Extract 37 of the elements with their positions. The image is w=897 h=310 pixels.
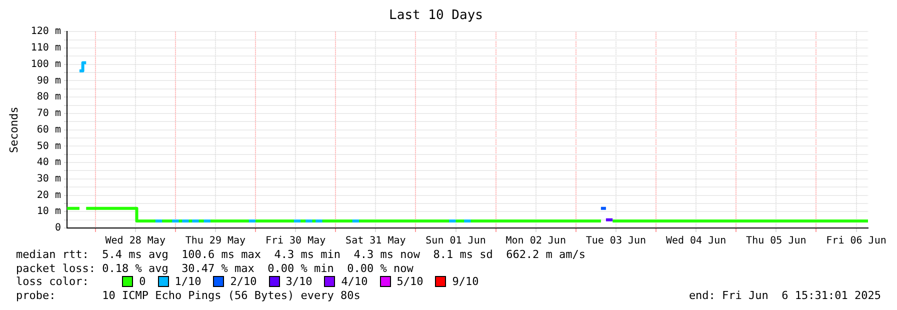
- y-axis-title: Seconds: [7, 106, 20, 153]
- x-tick-label: Fri 06 Jun: [826, 236, 886, 247]
- text: median rtt: 5.4 ms avg 100.6 ms max 4.3 ms min 4.3 ms now 8.1 ms sd 662.2 m am/s: [16, 248, 586, 262]
- y-tick-label: 40 m: [36, 157, 61, 168]
- text: packet loss: 0.18 % avg 30.47 % max 0.00 % min 0.00 % now: [16, 262, 414, 276]
- text: end: Fri Jun 6 15:31:01 2025: [688, 289, 881, 302]
- y-tick-label: 20 m: [36, 190, 61, 201]
- legend-label: 1/10: [174, 275, 202, 288]
- legend-title: loss color:: [16, 275, 90, 288]
- legend-label: 2/10: [230, 275, 257, 288]
- y-tick-label: 100 m: [30, 58, 61, 70]
- x-tick-label: Sat 31 May: [346, 236, 406, 247]
- y-tick-label: 70 m: [36, 108, 61, 120]
- legend-label: 5/10: [396, 275, 424, 288]
- y-tick-label: 110 m: [30, 42, 61, 54]
- y-tick-label: 0: [54, 222, 61, 234]
- legend-label: 3/10: [286, 275, 312, 288]
- y-tick-label: 50 m: [36, 140, 61, 152]
- y-tick-label: 120 m: [30, 26, 61, 38]
- y-tick-label: 80 m: [36, 92, 61, 103]
- x-tick-label: Thu 05 Jun: [746, 236, 806, 247]
- y-tick-label: 10 m: [36, 206, 61, 218]
- y-tick-label: 30 m: [36, 173, 61, 184]
- legend-label: 0: [139, 275, 146, 288]
- text: probe: 10 ICMP Echo Pings (56 Bytes) every 80s: [16, 289, 360, 303]
- x-tick-label: Sun 01 Jun: [426, 236, 486, 247]
- x-tick-label: Tue 03 Jun: [586, 236, 646, 247]
- y-tick-label: 60 m: [36, 124, 61, 136]
- legend-label: 9/10: [452, 275, 479, 288]
- x-tick-label: Thu 29 May: [185, 236, 246, 247]
- x-tick-label: Mon 02 Jun: [506, 236, 566, 247]
- x-tick-label: Wed 04 Jun: [666, 236, 726, 247]
- legend-label: 4/10: [341, 275, 368, 288]
- y-tick-label: 90 m: [36, 75, 61, 86]
- chart-title: Last 10 Days: [389, 8, 483, 24]
- x-tick-label: Wed 28 May: [105, 236, 166, 247]
- x-tick-label: Fri 30 May: [265, 236, 326, 247]
